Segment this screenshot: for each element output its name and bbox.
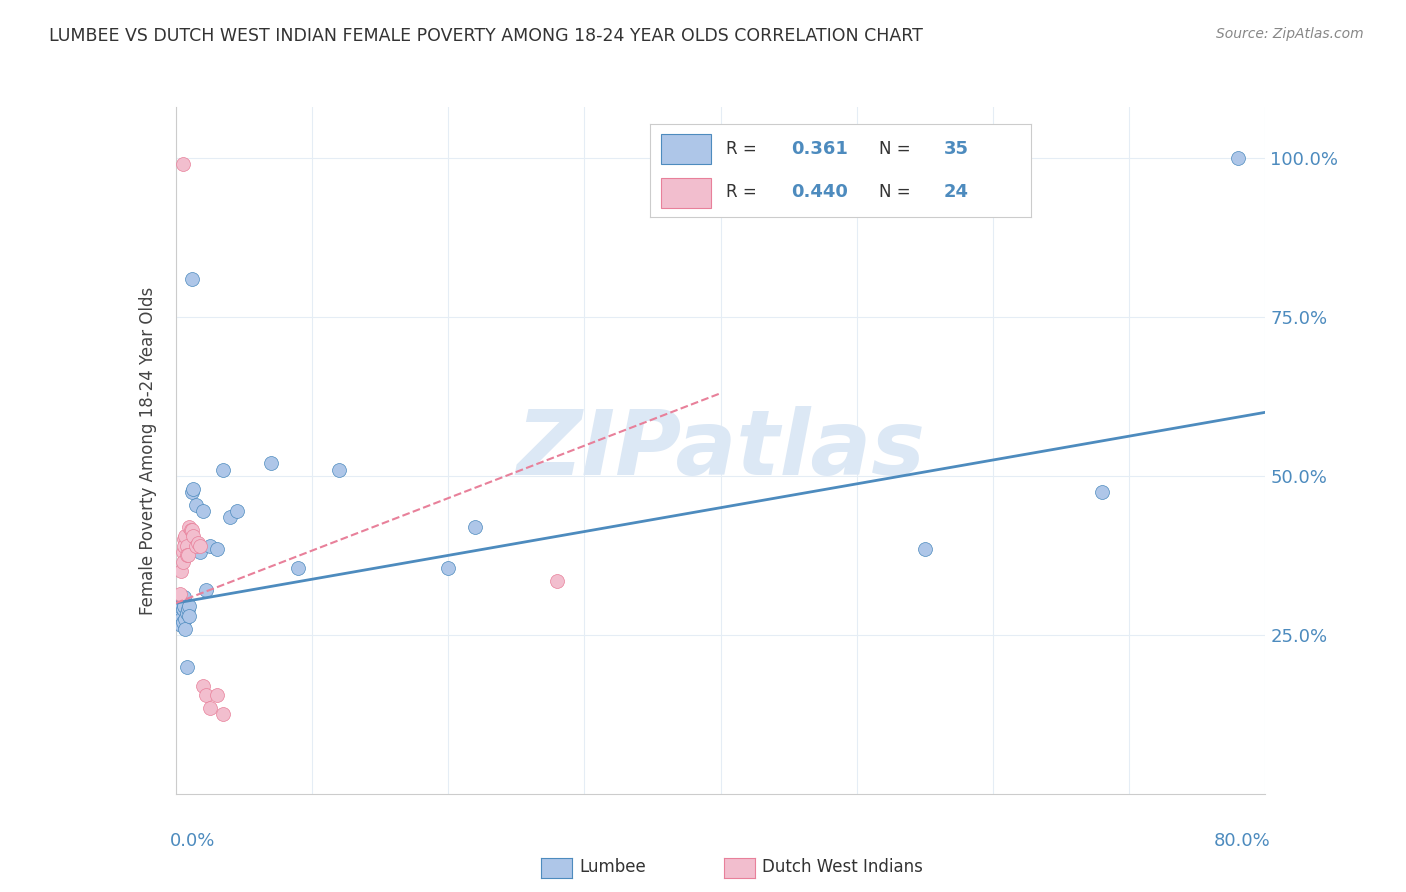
Point xyxy=(191,504,214,518)
Point xyxy=(186,539,208,553)
Point xyxy=(191,679,214,693)
Point xyxy=(464,520,486,534)
Text: LUMBEE VS DUTCH WEST INDIAN FEMALE POVERTY AMONG 18-24 YEAR OLDS CORRELATION CHA: LUMBEE VS DUTCH WEST INDIAN FEMALE POVER… xyxy=(49,27,924,45)
Point xyxy=(169,586,191,600)
Point xyxy=(170,564,193,578)
Point xyxy=(198,701,221,715)
Point xyxy=(287,561,309,575)
Point xyxy=(169,606,191,620)
Point xyxy=(188,545,211,559)
Point xyxy=(179,608,201,623)
Point xyxy=(173,590,195,604)
Point xyxy=(181,523,204,537)
Point xyxy=(260,456,283,470)
Point xyxy=(177,602,200,616)
Text: 0.0%: 0.0% xyxy=(170,831,215,850)
Point xyxy=(172,555,194,569)
Point xyxy=(174,529,197,543)
Point xyxy=(173,533,195,547)
Point xyxy=(212,462,235,476)
Point xyxy=(173,599,195,614)
Point xyxy=(174,612,197,626)
Point xyxy=(173,539,195,553)
Point xyxy=(205,688,228,702)
Text: Source: ZipAtlas.com: Source: ZipAtlas.com xyxy=(1216,27,1364,41)
Text: ZIPatlas: ZIPatlas xyxy=(516,407,925,494)
Point xyxy=(186,498,208,512)
Point xyxy=(172,602,194,616)
Point xyxy=(179,520,201,534)
Point xyxy=(179,599,201,614)
Point xyxy=(169,599,191,614)
Point xyxy=(177,549,200,563)
Point xyxy=(176,606,198,620)
Point xyxy=(176,659,198,673)
Point xyxy=(1091,484,1114,499)
Point xyxy=(212,707,235,722)
Point xyxy=(174,622,197,636)
Point xyxy=(546,574,568,588)
Text: 80.0%: 80.0% xyxy=(1215,831,1271,850)
Point xyxy=(181,484,204,499)
Text: Lumbee: Lumbee xyxy=(579,858,645,876)
Point xyxy=(205,542,228,557)
Point xyxy=(172,593,194,607)
Point xyxy=(176,549,198,563)
Point xyxy=(914,542,936,557)
Point xyxy=(186,535,209,549)
Point xyxy=(328,462,350,476)
Point xyxy=(188,539,211,553)
Point xyxy=(183,482,205,496)
Point xyxy=(437,561,460,575)
Point xyxy=(194,688,217,702)
Point xyxy=(172,615,194,630)
Point xyxy=(172,157,194,171)
Point xyxy=(176,539,198,553)
Point xyxy=(198,539,221,553)
Point xyxy=(170,612,193,626)
Point xyxy=(219,510,242,524)
Point xyxy=(172,545,194,559)
Text: Dutch West Indians: Dutch West Indians xyxy=(762,858,922,876)
Y-axis label: Female Poverty Among 18-24 Year Olds: Female Poverty Among 18-24 Year Olds xyxy=(139,286,157,615)
Point xyxy=(1227,151,1250,165)
Point xyxy=(183,529,205,543)
Point xyxy=(181,271,204,285)
Point xyxy=(180,523,202,537)
Point xyxy=(226,504,249,518)
Point xyxy=(194,583,217,598)
Point xyxy=(170,618,193,632)
